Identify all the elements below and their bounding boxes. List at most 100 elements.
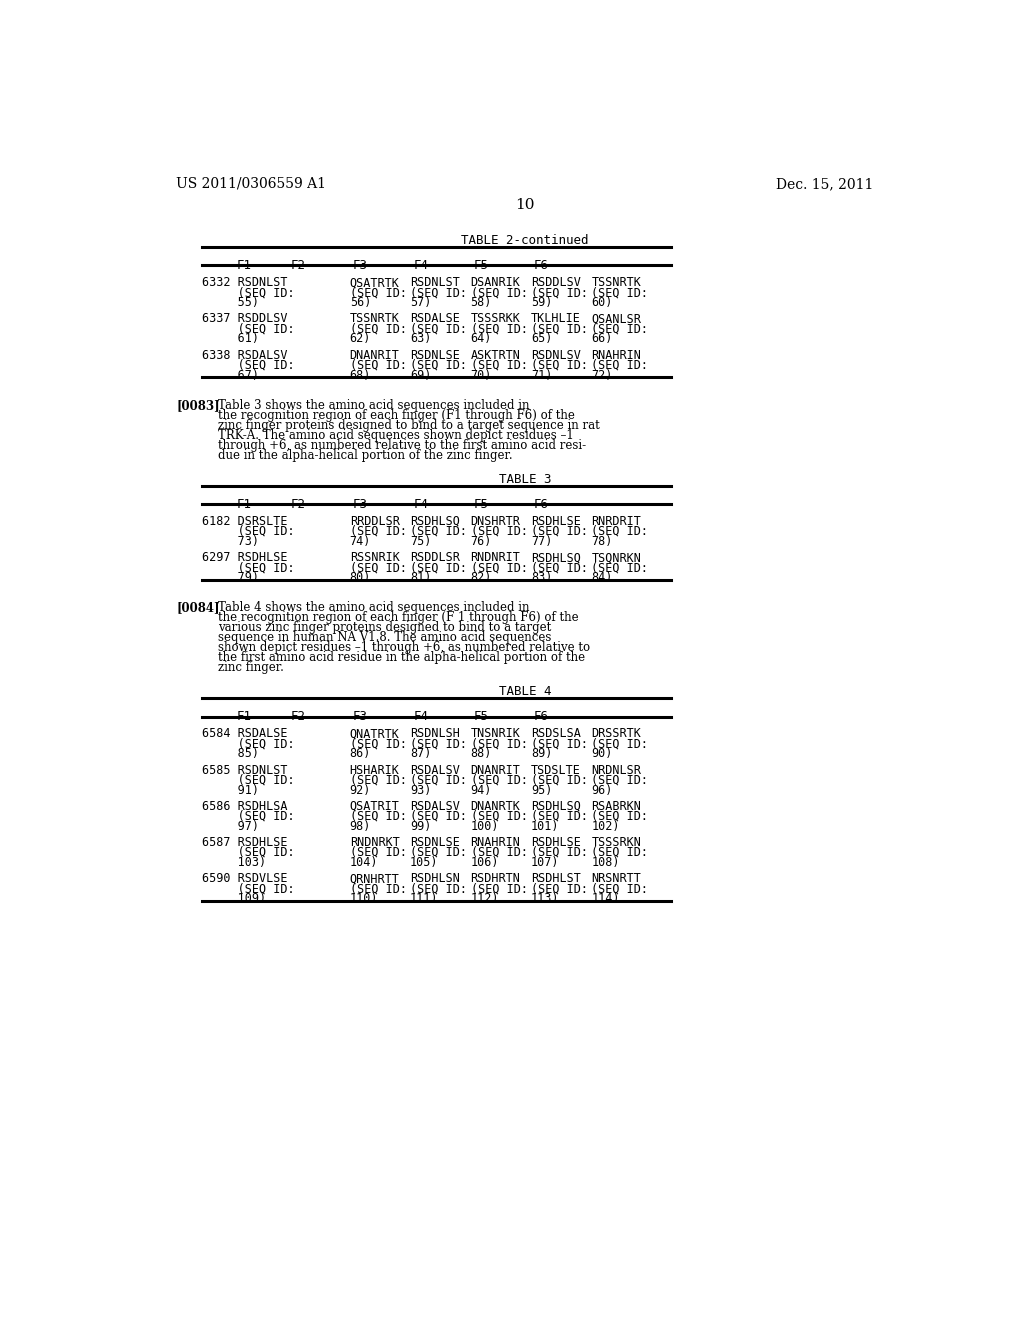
Text: F4: F4 (414, 259, 428, 272)
Text: (SEQ ID:: (SEQ ID: (471, 774, 527, 787)
Text: (SEQ ID:: (SEQ ID: (592, 810, 648, 822)
Text: shown depict residues –1 through +6, as numbered relative to: shown depict residues –1 through +6, as … (218, 642, 590, 655)
Text: Table 3 shows the amino acid sequences included in: Table 3 shows the amino acid sequences i… (218, 399, 529, 412)
Text: (SEQ ID:: (SEQ ID: (531, 846, 588, 859)
Text: RNAHRIN: RNAHRIN (592, 348, 641, 362)
Text: (SEQ ID:: (SEQ ID: (471, 359, 527, 372)
Text: (SEQ ID:: (SEQ ID: (349, 359, 407, 372)
Text: 107): 107) (531, 857, 559, 869)
Text: 88): 88) (471, 747, 492, 760)
Text: Table 4 shows the amino acid sequences included in: Table 4 shows the amino acid sequences i… (218, 601, 529, 614)
Text: TABLE 2-continued: TABLE 2-continued (461, 234, 589, 247)
Text: 85): 85) (202, 747, 259, 760)
Text: NRSNRTT: NRSNRTT (592, 873, 641, 886)
Text: F1: F1 (237, 710, 252, 723)
Text: 110): 110) (349, 892, 378, 906)
Text: F4: F4 (414, 498, 428, 511)
Text: RSDHRTN: RSDHRTN (471, 873, 520, 886)
Text: (SEQ ID:: (SEQ ID: (471, 810, 527, 822)
Text: DNANRTK: DNANRTK (471, 800, 520, 813)
Text: 104): 104) (349, 857, 378, 869)
Text: 67): 67) (202, 368, 259, 381)
Text: RSDNLST: RSDNLST (410, 276, 460, 289)
Text: F1: F1 (237, 259, 252, 272)
Text: (SEQ ID:: (SEQ ID: (471, 561, 527, 574)
Text: sequence in human NA V1.8. The amino acid sequences: sequence in human NA V1.8. The amino aci… (218, 631, 551, 644)
Text: (SEQ ID:: (SEQ ID: (531, 322, 588, 335)
Text: TSDSLTE: TSDSLTE (531, 763, 581, 776)
Text: RSDHLSQ: RSDHLSQ (531, 800, 581, 813)
Text: (SEQ ID:: (SEQ ID: (202, 738, 294, 751)
Text: 61): 61) (202, 333, 259, 346)
Text: 6337 RSDDLSV: 6337 RSDDLSV (202, 313, 287, 326)
Text: (SEQ ID:: (SEQ ID: (592, 774, 648, 787)
Text: F6: F6 (535, 710, 549, 723)
Text: 105): 105) (410, 857, 438, 869)
Text: (SEQ ID:: (SEQ ID: (349, 322, 407, 335)
Text: TSQNRKN: TSQNRKN (592, 552, 641, 564)
Text: (SEQ ID:: (SEQ ID: (349, 810, 407, 822)
Text: (SEQ ID:: (SEQ ID: (410, 738, 467, 751)
Text: F2: F2 (291, 259, 306, 272)
Text: (SEQ ID:: (SEQ ID: (410, 359, 467, 372)
Text: F1: F1 (237, 498, 252, 511)
Text: RNAHRIN: RNAHRIN (471, 836, 520, 849)
Text: US 2011/0306559 A1: US 2011/0306559 A1 (176, 177, 326, 191)
Text: DNANRIT: DNANRIT (349, 348, 399, 362)
Text: RNRDRIT: RNRDRIT (592, 515, 641, 528)
Text: 71): 71) (531, 368, 552, 381)
Text: RSSNRIK: RSSNRIK (349, 552, 399, 564)
Text: 6585 RSDNLST: 6585 RSDNLST (202, 763, 287, 776)
Text: 112): 112) (471, 892, 499, 906)
Text: F5: F5 (474, 498, 488, 511)
Text: RRDDLSR: RRDDLSR (349, 515, 399, 528)
Text: (SEQ ID:: (SEQ ID: (531, 359, 588, 372)
Text: 75): 75) (410, 535, 431, 548)
Text: (SEQ ID:: (SEQ ID: (410, 846, 467, 859)
Text: (SEQ ID:: (SEQ ID: (531, 286, 588, 300)
Text: F6: F6 (535, 498, 549, 511)
Text: DNSHRTR: DNSHRTR (471, 515, 520, 528)
Text: the recognition region of each finger (F1 through F6) of the: the recognition region of each finger (F… (218, 409, 574, 421)
Text: 6584 RSDALSE: 6584 RSDALSE (202, 727, 287, 741)
Text: the recognition region of each finger (F 1 through F6) of the: the recognition region of each finger (F… (218, 611, 579, 624)
Text: (SEQ ID:: (SEQ ID: (471, 738, 527, 751)
Text: HSHARIK: HSHARIK (349, 763, 399, 776)
Text: [0084]: [0084] (176, 601, 219, 614)
Text: TNSNRIK: TNSNRIK (471, 727, 520, 741)
Text: (SEQ ID:: (SEQ ID: (349, 525, 407, 539)
Text: RNDNRIT: RNDNRIT (471, 552, 520, 564)
Text: TSSNRTK: TSSNRTK (592, 276, 641, 289)
Text: (SEQ ID:: (SEQ ID: (531, 810, 588, 822)
Text: zinc finger proteins designed to bind to a target sequence in rat: zinc finger proteins designed to bind to… (218, 418, 600, 432)
Text: (SEQ ID:: (SEQ ID: (531, 525, 588, 539)
Text: (SEQ ID:: (SEQ ID: (349, 774, 407, 787)
Text: F6: F6 (535, 259, 549, 272)
Text: (SEQ ID:: (SEQ ID: (471, 882, 527, 895)
Text: RNDNRKT: RNDNRKT (349, 836, 399, 849)
Text: 103): 103) (202, 857, 266, 869)
Text: (SEQ ID:: (SEQ ID: (592, 322, 648, 335)
Text: F3: F3 (352, 710, 368, 723)
Text: 64): 64) (471, 333, 492, 346)
Text: RSDALSV: RSDALSV (410, 763, 460, 776)
Text: 6586 RSDHLSA: 6586 RSDHLSA (202, 800, 287, 813)
Text: 93): 93) (410, 784, 431, 797)
Text: (SEQ ID:: (SEQ ID: (410, 525, 467, 539)
Text: TKLHLIE: TKLHLIE (531, 313, 581, 326)
Text: 96): 96) (592, 784, 612, 797)
Text: Dec. 15, 2011: Dec. 15, 2011 (776, 177, 873, 191)
Text: TABLE 4: TABLE 4 (499, 685, 551, 698)
Text: (SEQ ID:: (SEQ ID: (410, 774, 467, 787)
Text: due in the alpha-helical portion of the zinc finger.: due in the alpha-helical portion of the … (218, 449, 513, 462)
Text: 59): 59) (531, 296, 552, 309)
Text: RSDDLSR: RSDDLSR (410, 552, 460, 564)
Text: (SEQ ID:: (SEQ ID: (410, 882, 467, 895)
Text: RSDSLSA: RSDSLSA (531, 727, 581, 741)
Text: F5: F5 (474, 710, 488, 723)
Text: TABLE 3: TABLE 3 (499, 473, 551, 486)
Text: (SEQ ID:: (SEQ ID: (592, 561, 648, 574)
Text: 72): 72) (592, 368, 612, 381)
Text: TSSNRTK: TSSNRTK (349, 313, 399, 326)
Text: RSDNLSV: RSDNLSV (531, 348, 581, 362)
